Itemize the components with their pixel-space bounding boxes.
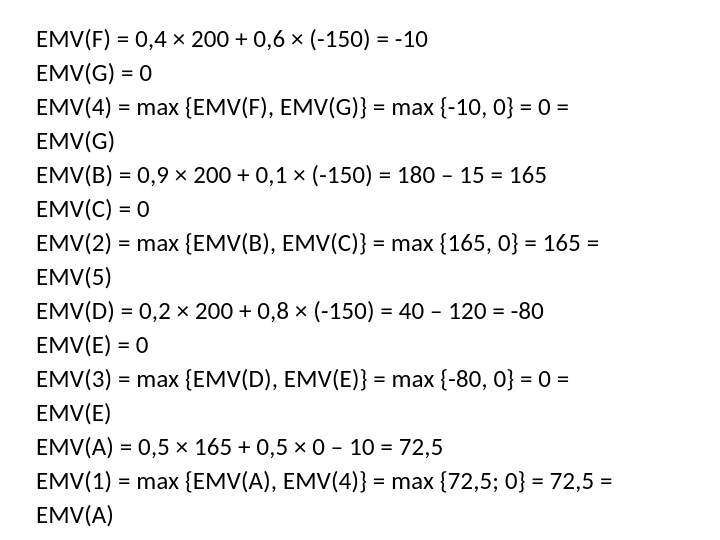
- text-line: ЕМV(A) = 0,5 × 165 + 0,5 × 0 – 10 = 72,5: [36, 430, 684, 464]
- text-line: EMV(F) = 0,4 × 200 + 0,6 × (-150) = -10: [36, 22, 684, 56]
- text-line: EMV(С) = 0: [36, 192, 684, 226]
- text-line: EMV(G) = 0: [36, 56, 684, 90]
- text-line: EMV(E) = 0: [36, 328, 684, 362]
- text-line: EMV(2) = max {EMV(В), EMV(С)} = max {165…: [36, 226, 684, 260]
- text-line: EMV(D) = 0,2 × 200 + 0,8 × (-150) = 40 –…: [36, 294, 684, 328]
- text-line: EMV(1) = max {EMV(А), EMV(4)} = max {72,…: [36, 464, 684, 498]
- document-page: EMV(F) = 0,4 × 200 + 0,6 × (-150) = -10 …: [0, 0, 720, 540]
- text-line: EMV(G): [36, 124, 684, 158]
- text-line: EMV(3) = max {EMV(D), EMV(E)} = max {-80…: [36, 362, 684, 396]
- text-line: EMV(E): [36, 396, 684, 430]
- text-line: EMV(4) = max {EMV(F), EMV(G)} = max {-10…: [36, 90, 684, 124]
- text-line: EMV(5): [36, 260, 684, 294]
- text-line: EMV(B) = 0,9 × 200 + 0,1 × (-150) = 180 …: [36, 158, 684, 192]
- text-line: EMV(A): [36, 498, 684, 532]
